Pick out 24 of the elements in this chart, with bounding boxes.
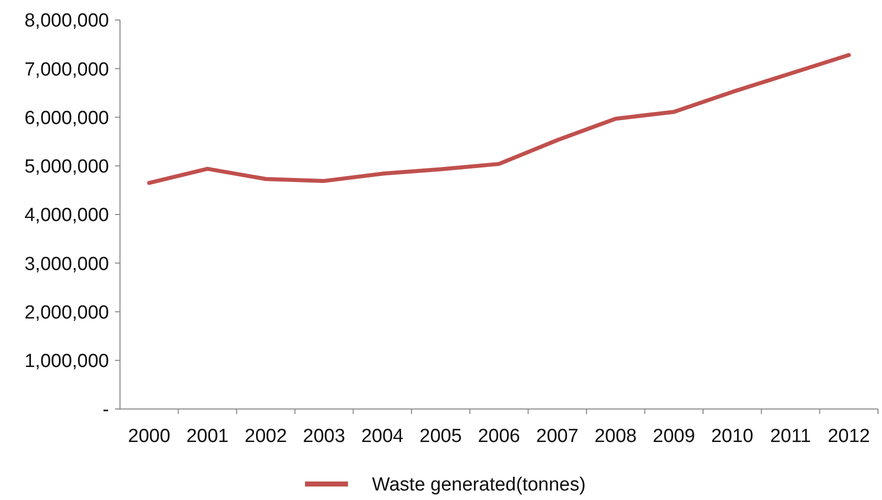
x-tick-label: 2003 bbox=[302, 426, 346, 447]
y-tick-label: 2,000,000 bbox=[24, 302, 109, 324]
x-tick-label: 2010 bbox=[711, 426, 754, 447]
y-tick-label: 3,000,000 bbox=[24, 254, 109, 275]
x-tick-label: 2005 bbox=[420, 426, 462, 447]
x-tick-label: 2011 bbox=[770, 426, 811, 447]
x-tick-label: 2007 bbox=[536, 426, 578, 447]
x-tick-label: 2006 bbox=[478, 426, 520, 447]
x-tick-label: 2000 bbox=[128, 426, 170, 447]
x-tick-label: 2001 bbox=[186, 426, 229, 447]
y-tick-label: 6,000,000 bbox=[24, 108, 109, 129]
y-tick-label: 4,000,000 bbox=[24, 205, 109, 226]
y-tick-label: 7,000,000 bbox=[24, 59, 109, 80]
y-tick-label: 5,000,000 bbox=[24, 156, 109, 178]
y-tick-label: - bbox=[102, 400, 109, 421]
x-tick-label: 2002 bbox=[244, 426, 287, 447]
x-tick-label: 2008 bbox=[594, 426, 637, 447]
legend-label: Waste generated(tonnes) bbox=[372, 474, 586, 496]
line-series bbox=[147, 53, 851, 185]
y-tick-label: 8,000,000 bbox=[24, 10, 109, 32]
x-tick-label: 2004 bbox=[361, 426, 404, 447]
y-tick-label: 1,000,000 bbox=[24, 351, 109, 372]
x-tick-label: 2012 bbox=[828, 426, 870, 447]
x-tick-label: 2009 bbox=[652, 426, 696, 447]
